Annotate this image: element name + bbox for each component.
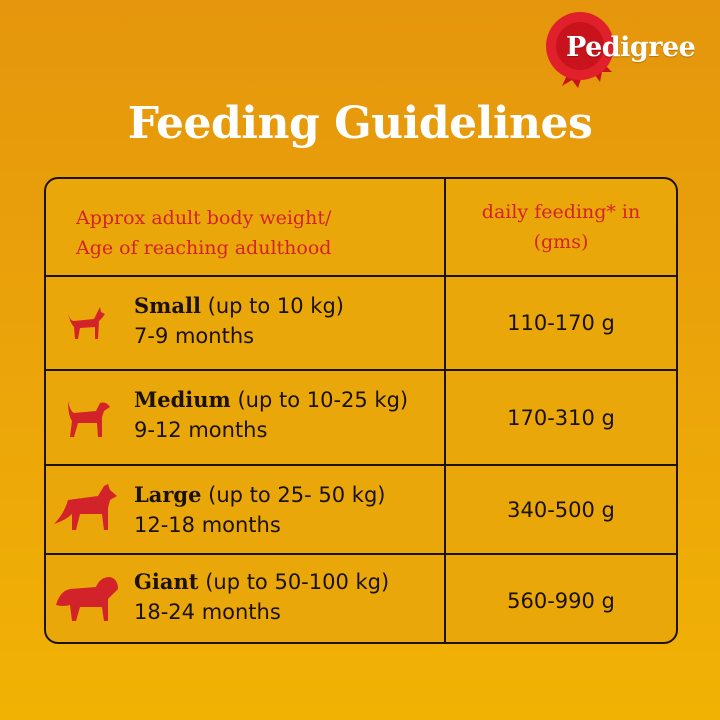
medium-dog-icon bbox=[68, 401, 110, 437]
header-feeding: daily feeding* in bbox=[481, 201, 641, 223]
header-age: Age of reaching adulthood bbox=[76, 237, 332, 259]
large-dog-icon bbox=[54, 484, 117, 530]
daily-amount: 560-990 g bbox=[507, 588, 615, 613]
table-row: Giant (up to 50-100 kg) 18-24 months 560-… bbox=[46, 555, 676, 642]
size-label: Large bbox=[134, 482, 202, 507]
giant-dog-icon bbox=[56, 577, 118, 621]
age-range: 7-9 months bbox=[134, 324, 255, 348]
size-label: Giant bbox=[134, 569, 199, 594]
header-weight: Approx adult body weight/ bbox=[76, 207, 332, 229]
table-row: Medium (up to 10-25 kg) 9-12 months 170-3… bbox=[46, 371, 676, 466]
pedigree-logo: Pedigree bbox=[544, 10, 714, 88]
weight-range: (up to 10-25 kg) bbox=[237, 388, 409, 412]
size-label: Medium bbox=[134, 387, 231, 412]
age-range: 18-24 months bbox=[134, 600, 281, 624]
age-range: 12-18 months bbox=[134, 513, 281, 537]
weight-range: (up to 50-100 kg) bbox=[205, 570, 390, 594]
feeding-table: Approx adult body weight/ Age of reachin… bbox=[44, 177, 678, 644]
weight-range: (up to 25- 50 kg) bbox=[208, 483, 386, 507]
daily-amount: 170-310 g bbox=[507, 405, 615, 430]
daily-amount: 110-170 g bbox=[507, 311, 615, 335]
weight-range: (up to 10 kg) bbox=[207, 294, 344, 318]
table-row: Small (up to 10 kg) 7-9 months 110-170 g bbox=[46, 277, 676, 371]
small-dog-icon bbox=[68, 307, 105, 339]
table-header: Approx adult body weight/ Age of reachin… bbox=[46, 179, 676, 277]
header-unit: (gms) bbox=[533, 231, 589, 253]
rosette-icon bbox=[546, 12, 614, 88]
age-range: 9-12 months bbox=[134, 418, 268, 442]
table-row: Large (up to 25- 50 kg) 12-18 months 340-… bbox=[46, 466, 676, 555]
size-label: Small bbox=[134, 293, 201, 318]
daily-amount: 340-500 g bbox=[507, 497, 615, 522]
logo-text: Pedigree bbox=[566, 32, 696, 63]
page-title: Feeding Guidelines bbox=[127, 98, 593, 149]
